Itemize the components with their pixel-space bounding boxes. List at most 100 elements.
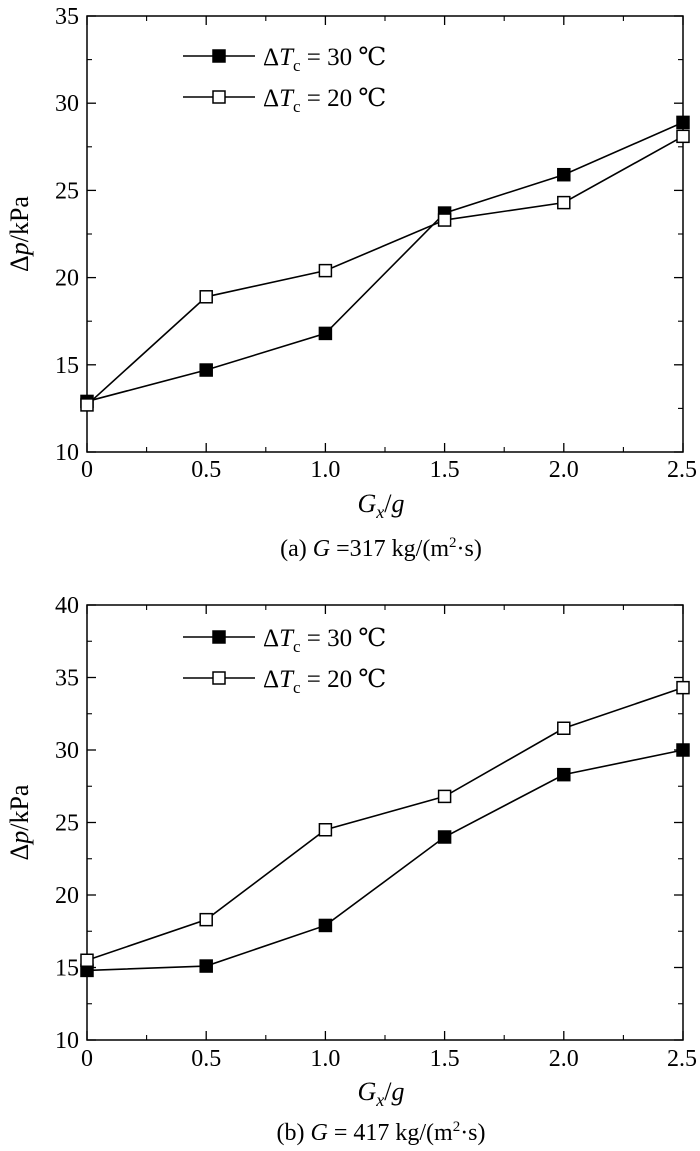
caption-symbol: G bbox=[313, 536, 330, 562]
open-square-marker bbox=[676, 129, 690, 144]
x-axis-title-sub: x bbox=[375, 502, 384, 522]
filled-square-marker bbox=[318, 918, 333, 933]
legend-label-2: ΔTc = 20 ℃ bbox=[263, 85, 386, 116]
legend-eq: = 30 ℃ bbox=[301, 625, 387, 652]
y-tick-label: 20 bbox=[55, 883, 79, 909]
y-axis-title-delta: Δ bbox=[5, 844, 34, 861]
open-square-marker bbox=[318, 263, 333, 278]
x-tick-label: 0 bbox=[81, 457, 93, 483]
y-axis-title-var: p bbox=[5, 242, 34, 257]
y-tick-label: 25 bbox=[55, 811, 79, 837]
plot-frame bbox=[86, 15, 684, 453]
x-tick-label: 0.5 bbox=[191, 457, 221, 483]
x-tick-label: 0.5 bbox=[191, 1046, 221, 1072]
x-tick-label: 0 bbox=[81, 1046, 93, 1072]
filled-square-marker bbox=[557, 767, 571, 782]
caption-symbol: G bbox=[310, 1120, 327, 1146]
y-axis-title-var: p bbox=[5, 831, 34, 846]
legend-marker-1 bbox=[212, 630, 226, 644]
y-tick-label: 20 bbox=[55, 266, 79, 292]
panel-caption: (a) G =317 kg/(m2·s) bbox=[280, 535, 482, 562]
legend-marker-1 bbox=[212, 49, 226, 63]
x-axis-title-sub: x bbox=[375, 1090, 384, 1110]
open-square-marker bbox=[80, 953, 94, 967]
legend-sub: c bbox=[293, 678, 301, 697]
filled-square-marker bbox=[318, 326, 333, 341]
legend-sub: c bbox=[293, 637, 301, 656]
filled-square-marker bbox=[199, 959, 213, 973]
legend-label-2: ΔTc = 20 ℃ bbox=[263, 666, 386, 697]
caption-rest: = 417 kg/(m bbox=[328, 1120, 453, 1146]
legend-var: T bbox=[279, 666, 295, 693]
legend-var: T bbox=[279, 85, 295, 112]
legend-eq: = 20 ℃ bbox=[301, 666, 387, 693]
open-square-marker bbox=[557, 195, 571, 210]
legend-marker-2 bbox=[212, 671, 226, 685]
caption-prefix: (b) bbox=[276, 1120, 310, 1146]
y-tick-label: 10 bbox=[55, 1028, 79, 1054]
y-tick-label: 25 bbox=[55, 178, 79, 204]
y-axis-title: Δp/kPa bbox=[5, 196, 34, 272]
y-tick-label: 15 bbox=[55, 353, 79, 379]
chart-panel-b: 0 0.5 1.0 1.5 2.0 2.5 10 15 20 25 30 35 40 Gx/g Δp/kPa… bbox=[5, 593, 697, 1146]
y-tick-label: 35 bbox=[55, 666, 79, 692]
legend-sub: c bbox=[293, 56, 301, 75]
y-tick-label: 30 bbox=[55, 91, 79, 117]
legend-label-1: ΔTc = 30 ℃ bbox=[263, 625, 386, 656]
caption-tail: ·s) bbox=[460, 1120, 485, 1146]
x-axis-title-slash: / bbox=[384, 489, 392, 518]
legend-marker-2 bbox=[212, 90, 226, 104]
series-line-1 bbox=[86, 749, 684, 972]
caption-rest: =317 kg/(m bbox=[330, 536, 449, 562]
y-axis-title-unit: /kPa bbox=[5, 784, 34, 831]
legend-label-1: ΔTc = 30 ℃ bbox=[263, 44, 386, 75]
x-tick-label: 2.0 bbox=[549, 1046, 579, 1072]
x-axis-title: Gx/g bbox=[357, 1077, 404, 1110]
y-tick-label: 15 bbox=[55, 956, 79, 982]
open-square-marker bbox=[437, 213, 452, 227]
open-square-marker bbox=[437, 789, 452, 804]
caption-sup: 2 bbox=[449, 535, 457, 551]
legend-delta: Δ bbox=[263, 625, 279, 652]
open-square-marker bbox=[318, 823, 333, 837]
legend-var: T bbox=[279, 44, 295, 71]
x-tick-label: 2.5 bbox=[667, 1046, 697, 1072]
x-tick-label: 1.0 bbox=[310, 1046, 340, 1072]
legend-eq: = 30 ℃ bbox=[301, 44, 387, 71]
chart-panel-a: 0 0.5 1.0 1.5 2.0 2.5101520253035Gx/gΔp/kPaΔT… bbox=[5, 4, 697, 562]
caption-prefix: (a) bbox=[280, 536, 313, 562]
x-tick-label: 1.5 bbox=[430, 457, 460, 483]
filled-square-marker bbox=[676, 743, 690, 757]
caption-sup: 2 bbox=[453, 1119, 461, 1135]
series-line-2 bbox=[86, 686, 684, 962]
x-axis-title-unit: g bbox=[392, 489, 405, 518]
legend-delta: Δ bbox=[263, 666, 279, 693]
x-axis-title-main: G bbox=[357, 1077, 376, 1106]
x-axis-title-main: G bbox=[357, 489, 376, 518]
open-square-marker bbox=[557, 721, 571, 735]
y-axis-title-delta: Δ bbox=[5, 255, 34, 272]
panel-caption: (b) G = 417 kg/(m2·s) bbox=[276, 1119, 485, 1146]
series-line-1 bbox=[86, 121, 684, 403]
legend-eq: = 20 ℃ bbox=[301, 85, 387, 112]
series-line-2 bbox=[86, 135, 684, 406]
y-tick-label: 30 bbox=[55, 738, 79, 764]
open-square-marker bbox=[199, 912, 213, 927]
x-axis-title: Gx/g bbox=[357, 489, 404, 522]
y-tick-label: 40 bbox=[55, 593, 79, 619]
y-axis-title-unit: /kPa bbox=[5, 196, 34, 243]
legend-delta: Δ bbox=[263, 85, 279, 112]
caption-tail: ·s) bbox=[457, 536, 482, 562]
x-axis-title-slash: / bbox=[384, 1077, 392, 1106]
filled-square-marker bbox=[199, 363, 213, 377]
y-axis-title: Δp/kPa bbox=[5, 784, 34, 860]
y-tick-label: 35 bbox=[55, 4, 79, 30]
x-tick-label: 1.0 bbox=[310, 457, 340, 483]
y-tick-label: 10 bbox=[55, 440, 79, 466]
filled-square-marker bbox=[557, 167, 571, 182]
x-axis-title-unit: g bbox=[392, 1077, 405, 1106]
open-square-marker bbox=[199, 290, 213, 304]
filled-square-marker bbox=[437, 830, 452, 844]
legend-var: T bbox=[279, 625, 295, 652]
